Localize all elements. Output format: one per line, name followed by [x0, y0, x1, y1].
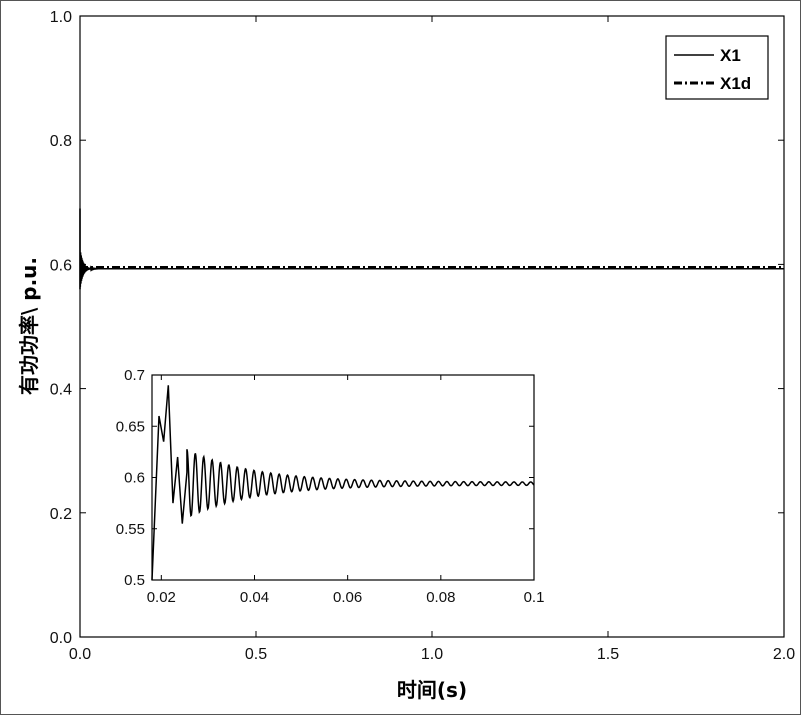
main-axis-ticks: 0.0 0.5 1.0 1.5 2.0 0.0 0.2 0.4 0.6 0.8 1.0 [50, 9, 795, 663]
inset-x-tick-label: 0.1 [524, 589, 545, 606]
inset-series-x1-line [151, 385, 535, 581]
inset-x-tick-label: 0.04 [240, 589, 269, 606]
x-tick-label: 0.5 [245, 646, 267, 663]
inset-series-lines [151, 385, 535, 581]
legend-label-x1d: X1d [720, 74, 751, 93]
inset-y-tick-label: 0.55 [116, 521, 145, 538]
y-axis-label: 有功功率\ p.u. [17, 257, 41, 395]
main-series-lines [79, 208, 784, 290]
inset-y-tick-label: 0.65 [116, 418, 145, 435]
y-tick-label: 0.2 [50, 506, 72, 523]
y-tick-label: 1.0 [50, 9, 72, 26]
inset-axis-ticks: 0.02 0.04 0.06 0.08 0.1 0.5 0.55 0.6 0.65 0.7 [116, 367, 545, 606]
legend: X1 X1d [665, 35, 769, 100]
x-tick-label: 1.0 [421, 646, 443, 663]
x-tick-label: 1.5 [597, 646, 619, 663]
inset-y-tick-label: 0.5 [124, 572, 145, 589]
x-axis-label: 时间(s) [397, 678, 467, 702]
y-tick-label: 0.6 [50, 257, 72, 274]
inset-y-tick-label: 0.6 [124, 470, 145, 487]
legend-box [665, 35, 769, 100]
series-x1-line [79, 208, 784, 290]
legend-label-x1: X1 [720, 46, 741, 65]
inset-x-tick-label: 0.08 [426, 589, 455, 606]
inset-x-tick-label: 0.06 [333, 589, 362, 606]
y-tick-label: 0.4 [50, 382, 72, 399]
x-tick-label: 2.0 [773, 646, 795, 663]
inset-x-tick-label: 0.02 [147, 589, 176, 606]
inset-plot-area [151, 374, 535, 581]
y-tick-label: 0.8 [50, 133, 72, 150]
x-tick-label: 0.0 [69, 646, 91, 663]
inset-y-tick-label: 0.7 [124, 367, 145, 384]
y-tick-label: 0.0 [50, 630, 72, 647]
